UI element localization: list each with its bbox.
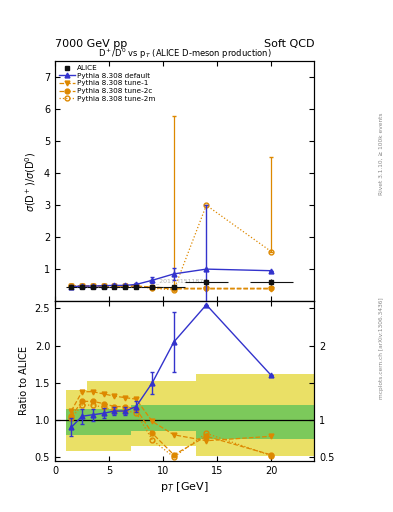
Y-axis label: $\sigma$(D$^+$)/$\sigma$(D$^0$): $\sigma$(D$^+$)/$\sigma$(D$^0$): [24, 151, 39, 211]
Title: D$^+$/D$^0$ vs p$_T$ (ALICE D-meson production): D$^+$/D$^0$ vs p$_T$ (ALICE D-meson prod…: [98, 47, 272, 61]
Text: Rivet 3.1.10, ≥ 100k events: Rivet 3.1.10, ≥ 100k events: [379, 112, 384, 195]
Text: Soft QCD: Soft QCD: [264, 38, 314, 49]
Text: CF_2017_I1511870: CF_2017_I1511870: [149, 278, 208, 284]
X-axis label: p$_T$ [GeV]: p$_T$ [GeV]: [160, 480, 209, 494]
Legend: ALICE, Pythia 8.308 default, Pythia 8.308 tune-1, Pythia 8.308 tune-2c, Pythia 8: ALICE, Pythia 8.308 default, Pythia 8.30…: [57, 63, 157, 103]
Text: 7000 GeV pp: 7000 GeV pp: [55, 38, 127, 49]
Y-axis label: Ratio to ALICE: Ratio to ALICE: [19, 347, 29, 415]
Text: mcplots.cern.ch [arXiv:1306.3436]: mcplots.cern.ch [arXiv:1306.3436]: [379, 297, 384, 399]
